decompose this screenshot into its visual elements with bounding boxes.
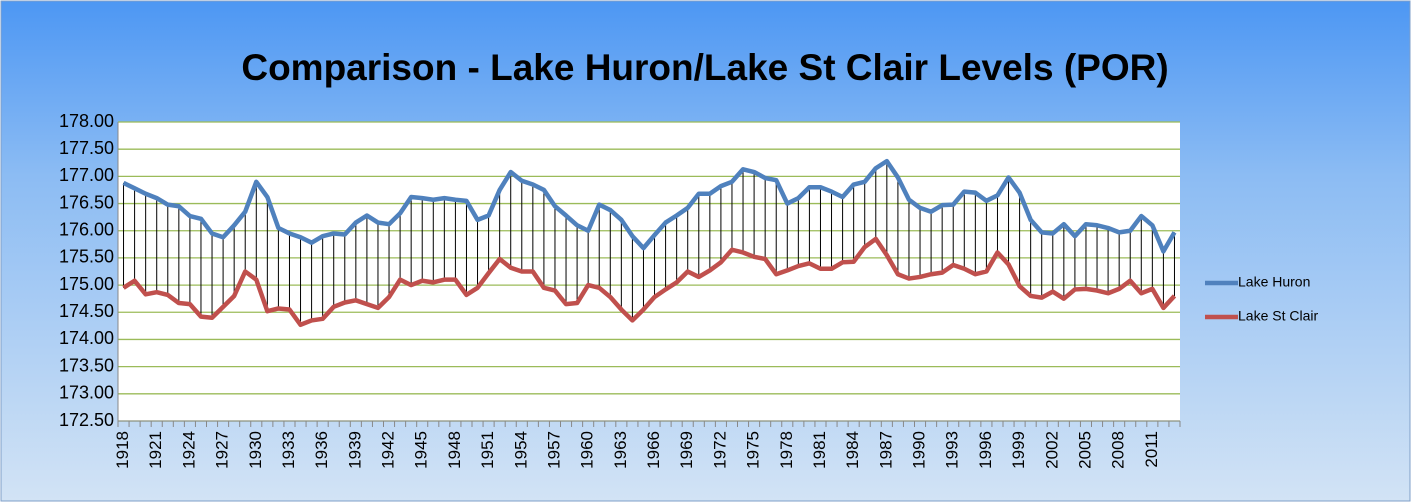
x-tick-label: 1936 — [312, 431, 331, 469]
x-tick-label: 2011 — [1142, 431, 1161, 468]
x-tick-label: 1981 — [810, 431, 829, 469]
x-tick-label: 1930 — [246, 431, 265, 469]
y-tick-label: 177.50 — [59, 138, 114, 158]
y-tick-label: 174.00 — [59, 328, 114, 348]
x-tick-label: 1966 — [644, 431, 663, 469]
x-tick-label: 1933 — [279, 431, 298, 469]
x-tick-label: 1945 — [412, 431, 431, 469]
x-tick-label: 1918 — [113, 431, 132, 469]
x-tick-label: 1942 — [379, 431, 398, 469]
x-tick-label: 1921 — [146, 431, 165, 469]
x-tick-label: 1972 — [710, 431, 729, 469]
y-tick-label: 172.50 — [59, 410, 114, 430]
chart-title: Comparison - Lake Huron/Lake St Clair Le… — [241, 47, 1168, 88]
legend-label: Lake St Clair — [1238, 308, 1318, 324]
y-tick-label: 173.50 — [59, 355, 114, 375]
y-tick-label: 176.50 — [59, 192, 114, 212]
series-line — [122, 158, 1177, 254]
x-tick-label: 1990 — [910, 431, 929, 469]
x-tick-label: 2008 — [1109, 431, 1128, 469]
x-tick-label: 1978 — [777, 431, 796, 469]
y-tick-label: 173.00 — [59, 383, 114, 403]
x-tick-label: 1948 — [445, 431, 464, 469]
y-tick-label: 177.00 — [59, 165, 114, 185]
x-tick-label: 1993 — [943, 431, 962, 469]
x-tick-label: 1951 — [478, 431, 497, 469]
x-tick-label: 2005 — [1075, 431, 1094, 469]
x-tick-label: 1963 — [611, 431, 630, 469]
series-line — [122, 236, 1177, 328]
x-tick-label: 1969 — [677, 431, 696, 469]
x-tick-label: 1960 — [578, 431, 597, 469]
y-tick-label: 174.50 — [59, 301, 114, 321]
y-tick-label: 175.00 — [59, 274, 114, 294]
x-tick-label: 1924 — [179, 431, 198, 469]
y-tick-label: 178.00 — [59, 111, 114, 131]
x-tick-label: 1975 — [744, 431, 763, 469]
x-tick-label: 1954 — [511, 431, 530, 469]
x-tick-label: 1939 — [345, 431, 364, 469]
y-tick-label: 175.50 — [59, 247, 114, 267]
y-tick-label: 176.00 — [59, 219, 114, 239]
plot-area — [118, 122, 1180, 421]
legend-label: Lake Huron — [1238, 274, 1310, 290]
x-tick-label: 1927 — [213, 431, 232, 469]
x-tick-label: 1999 — [1009, 431, 1028, 469]
x-tick-label: 1996 — [976, 431, 995, 469]
x-tick-label: 2002 — [1042, 431, 1061, 469]
x-tick-label: 1957 — [544, 431, 563, 469]
x-tick-label: 1984 — [843, 431, 862, 469]
x-tick-label: 1987 — [876, 431, 895, 469]
